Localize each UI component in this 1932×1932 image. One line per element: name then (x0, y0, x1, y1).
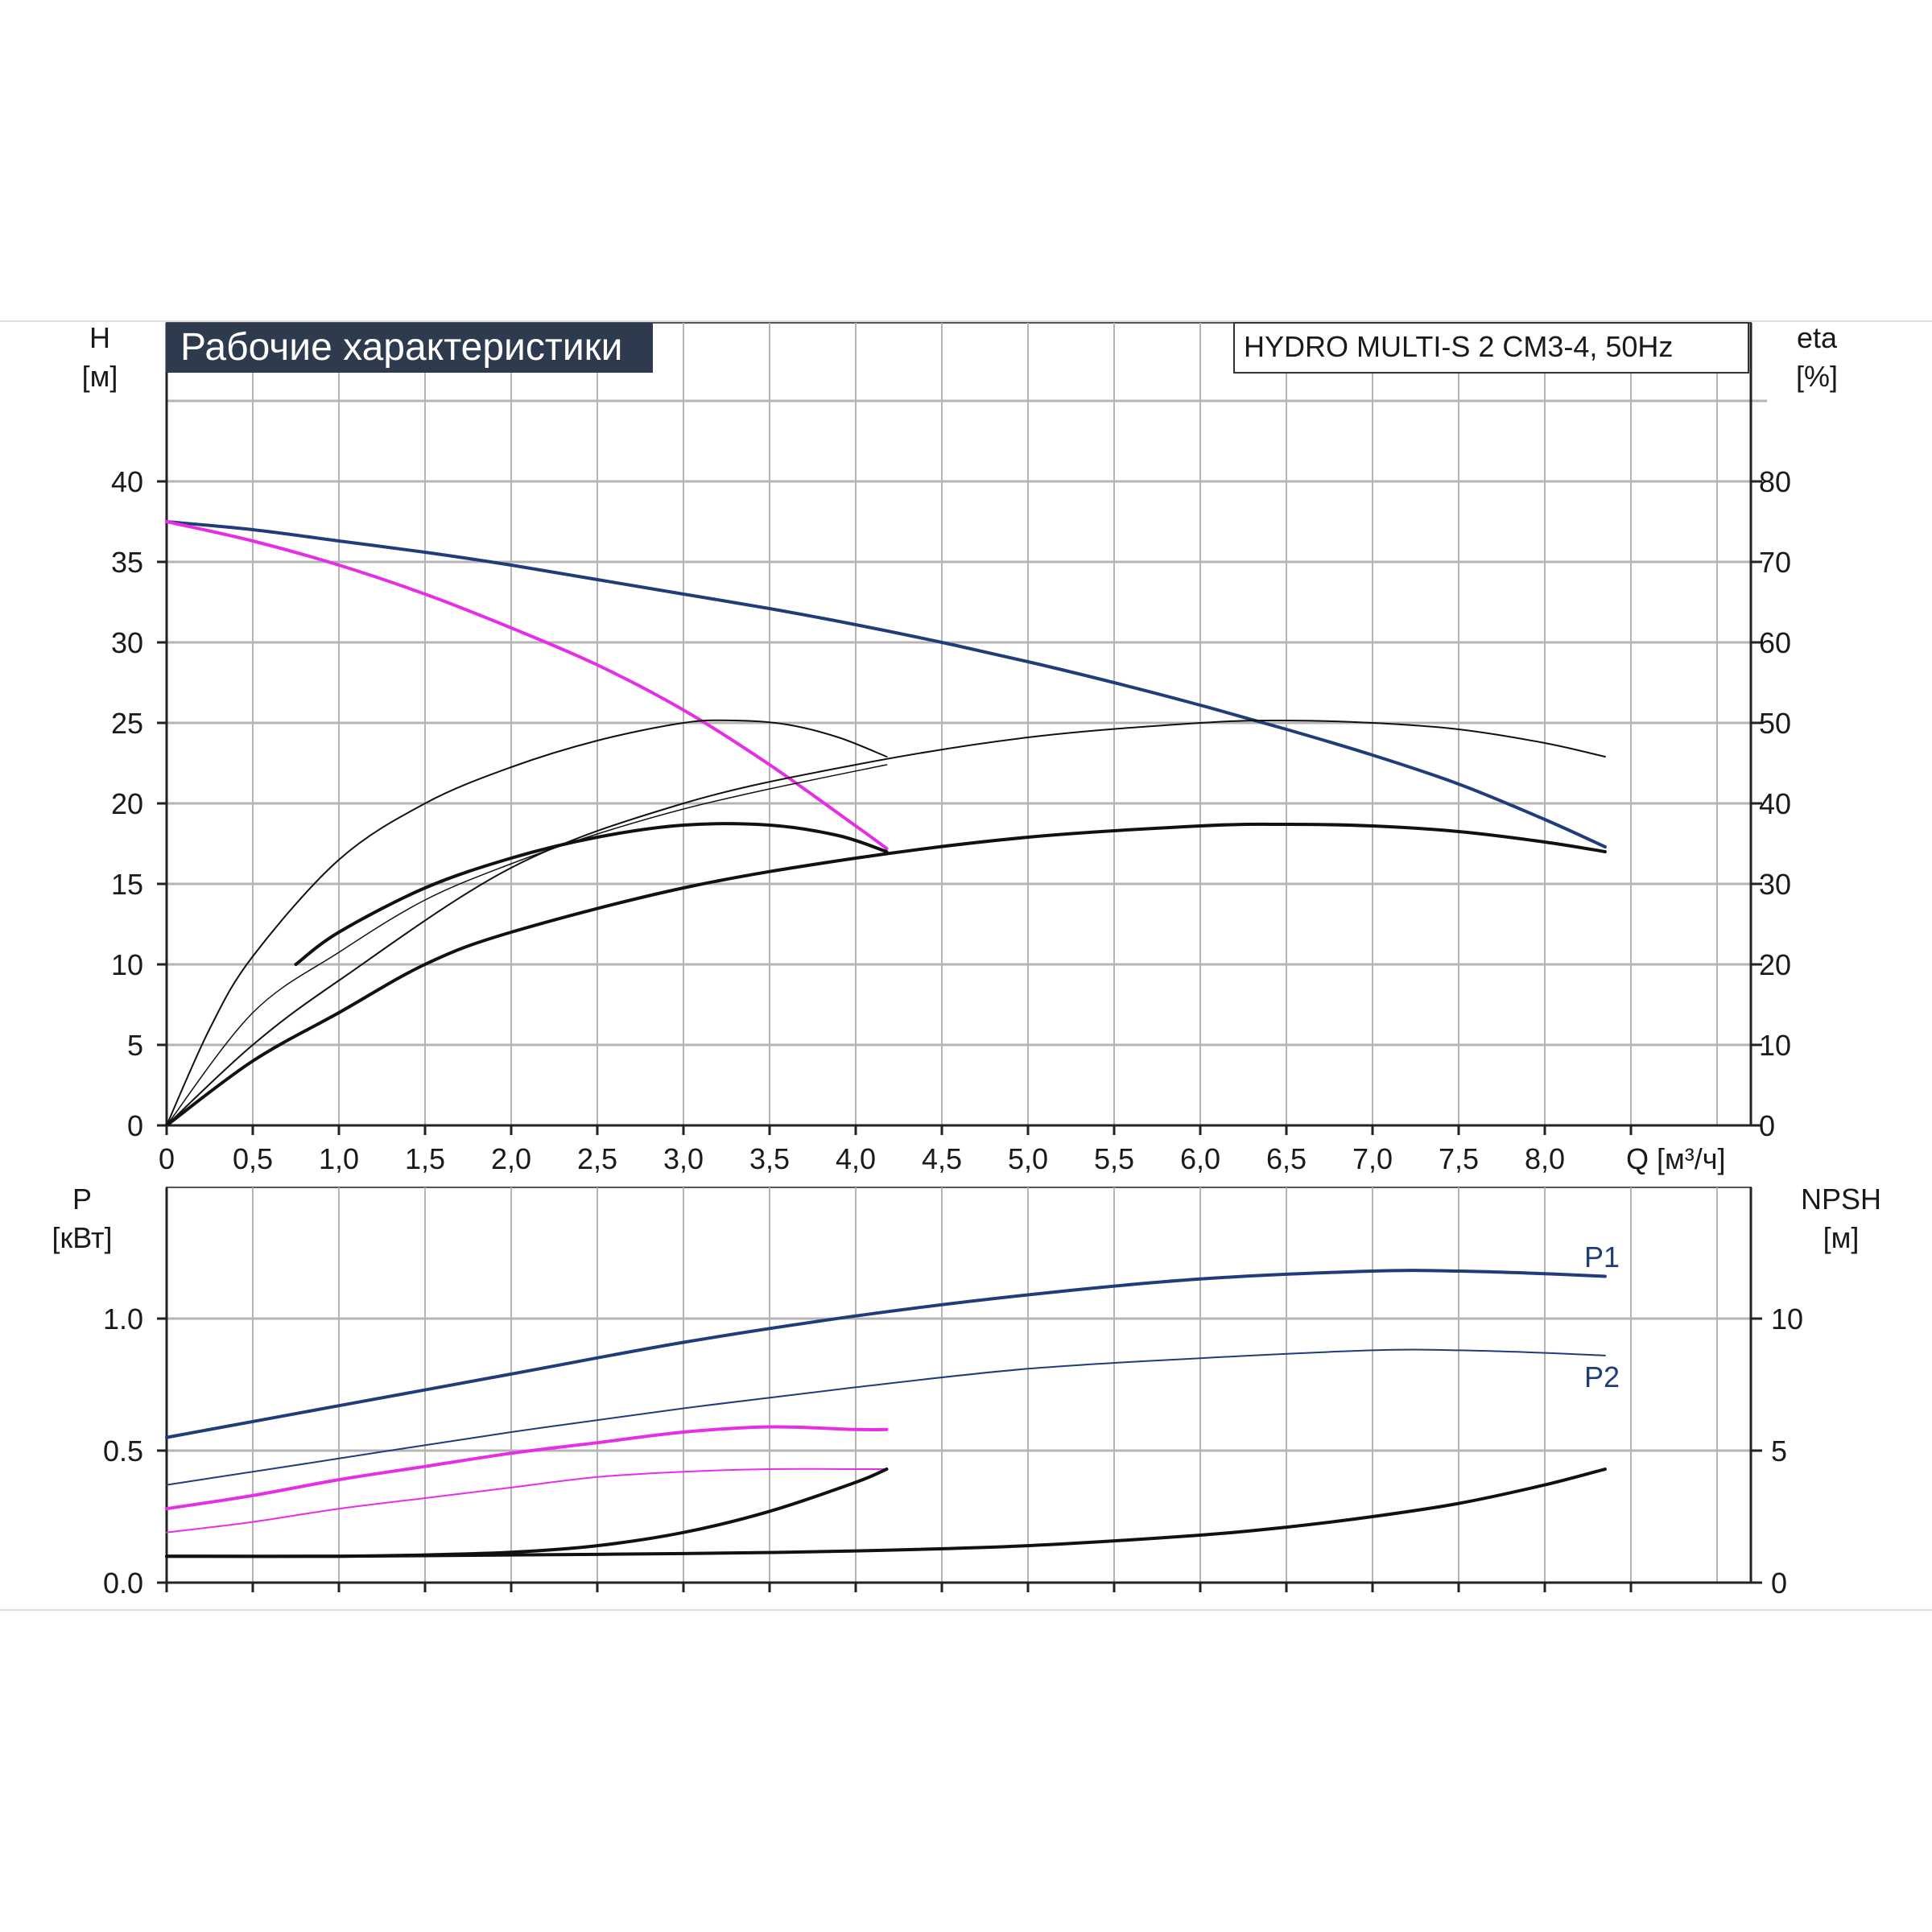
x-tick-label: 0,5 (233, 1142, 273, 1175)
plot-frame (166, 1187, 1752, 1583)
tick-labels: 0 0,5 1,0 1,5 2,0 2,5 3,0 3,5 4,0 4,5 5,0 5,5 6,0 6,5… (103, 465, 1803, 1600)
head-tick-label: 40 (111, 465, 143, 498)
chart-title-background (166, 323, 653, 373)
x-tick-label: 0 (159, 1142, 175, 1175)
eta-tick-label: 30 (1759, 868, 1791, 901)
npsh-axis-unit: [м] (1823, 1221, 1860, 1254)
power-tick-label: 1.0 (103, 1302, 143, 1335)
power-series-3 (166, 1468, 888, 1534)
power-axis-label: P (72, 1183, 92, 1216)
p1-curve-label: P1 (1584, 1241, 1620, 1274)
head-series-3 (166, 719, 1606, 1126)
power-panel-curves (165, 1269, 1607, 1558)
power-series-p1 (165, 1269, 1607, 1439)
eta-axis-unit: [%] (1796, 360, 1838, 393)
power-axis-unit: [кВт] (52, 1221, 112, 1254)
head-tick-label: 30 (111, 626, 143, 659)
power-series-p2 (166, 1348, 1606, 1486)
head-series-4 (294, 822, 889, 966)
eta-tick-label: 60 (1759, 626, 1791, 659)
head-tick-label: 35 (111, 546, 143, 579)
x-tick-label: 2,5 (577, 1142, 617, 1175)
x-tick-label: 2,0 (491, 1142, 531, 1175)
head-tick-label: 15 (111, 868, 143, 901)
x-tick-label: 1,0 (319, 1142, 359, 1175)
x-tick-label: 6,0 (1180, 1142, 1220, 1175)
head-tick-label: 10 (111, 948, 143, 981)
x-tick-label: 5,5 (1094, 1142, 1134, 1175)
x-tick-label: 7,0 (1352, 1142, 1393, 1175)
head-series-5 (165, 822, 1607, 1127)
power-series-2 (165, 1425, 889, 1511)
power-series-4 (165, 1468, 889, 1558)
head-tick-label: 25 (111, 707, 143, 740)
head-axis-label: H (89, 321, 110, 354)
x-tick-label: 8,0 (1525, 1142, 1565, 1175)
eta-tick-label: 20 (1759, 948, 1791, 981)
npsh-tick-label: 10 (1771, 1302, 1803, 1335)
npsh-tick-label: 5 (1771, 1435, 1787, 1468)
head-series-6 (166, 764, 888, 1126)
x-tick-label: 6,5 (1266, 1142, 1307, 1175)
flow-axis-label: Q [м³/ч] (1626, 1142, 1726, 1175)
power-panel-grid (157, 1187, 1762, 1584)
eta-tick-label: 80 (1759, 465, 1791, 498)
eta-tick-label: 70 (1759, 546, 1791, 579)
npsh-axis-label: NPSH (1801, 1183, 1881, 1216)
head-panel-curves (165, 520, 1607, 1127)
eta-tick-label: 50 (1759, 707, 1791, 740)
x-tick-label: 7,5 (1439, 1142, 1479, 1175)
head-series-1 (165, 520, 889, 850)
x-tick-label: 3,0 (663, 1142, 704, 1175)
model-label: HYDRO MULTI-S 2 CM3-4, 50Hz (1244, 330, 1673, 363)
x-tick-label: 5,0 (1008, 1142, 1048, 1175)
eta-axis-label: eta (1797, 321, 1838, 354)
head-tick-label: 5 (127, 1029, 143, 1062)
head-panel-grid (157, 322, 1767, 1127)
head-series-0 (165, 520, 1607, 848)
head-axis-unit: [м] (82, 360, 118, 393)
power-series-5 (165, 1468, 1607, 1558)
p2-curve-label: P2 (1584, 1360, 1620, 1393)
power-tick-label: 0.5 (103, 1435, 143, 1468)
x-tick-label: 1,5 (405, 1142, 445, 1175)
eta-tick-label: 10 (1759, 1029, 1791, 1062)
npsh-tick-label: 0 (1771, 1567, 1787, 1600)
x-tick-label: 4,5 (922, 1142, 962, 1175)
x-tick-label: 4,0 (836, 1142, 876, 1175)
head-tick-label: 0 (127, 1109, 143, 1142)
x-tick-label: 3,5 (749, 1142, 790, 1175)
head-tick-label: 20 (111, 787, 143, 820)
model-label-box (1233, 322, 1749, 374)
head-series-2 (166, 719, 888, 1126)
eta-tick-label: 0 (1759, 1109, 1775, 1142)
chart-title: Рабочие характеристики (180, 326, 622, 369)
eta-tick-label: 40 (1759, 787, 1791, 820)
power-tick-label: 0.0 (103, 1567, 143, 1600)
